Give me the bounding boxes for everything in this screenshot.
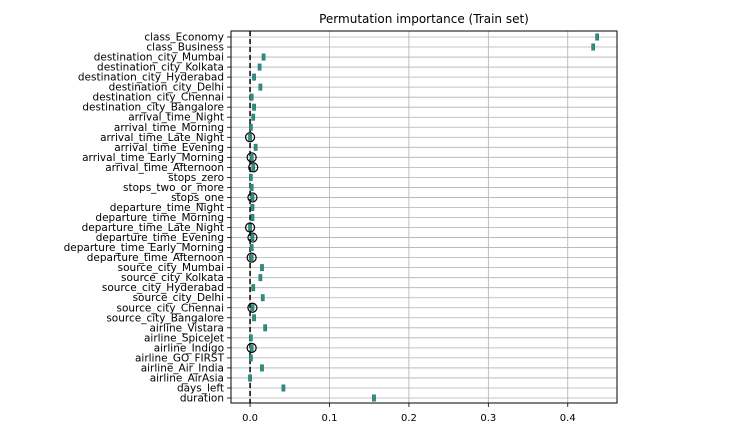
y-tick-label: source_city_Chennai <box>117 302 225 314</box>
box-source_city_Chennai <box>250 304 255 312</box>
box-source_city_Bangalore <box>252 314 256 322</box>
box-marks <box>244 33 599 402</box>
box-days_left <box>281 384 286 392</box>
y-tick-label: arrival_time_Night <box>128 112 224 124</box>
outlier-departure_time_Late_Night <box>244 222 256 233</box>
y-tick-label: destination_city_Hyderabad <box>78 72 224 84</box>
y-tick-label: departure_time_Afternoon <box>87 252 224 264</box>
y-tick-label: stops_zero <box>168 172 224 184</box>
box-class_Economy <box>595 33 599 41</box>
box-stops_zero <box>249 173 253 181</box>
outlier-departure_time_Evening <box>247 232 258 243</box>
y-tick-label: days_left <box>177 382 224 394</box>
outlier-stops_one <box>247 192 258 203</box>
y-tick-label: airline_GO_FIRST <box>135 352 225 364</box>
outlier-arrival_time_Late_Night <box>244 132 256 143</box>
box-source_city_Mumbai <box>260 264 264 272</box>
box-departure_time_Early_Morning <box>249 244 254 252</box>
box-airline_GO_FIRST <box>249 354 253 362</box>
y-tick-label: departure_time_Morning <box>95 212 224 224</box>
y-tick-label: source_city_Kolkata <box>121 272 224 284</box>
gridlines <box>231 31 617 403</box>
y-tick-label: departure_time_Evening <box>96 232 224 244</box>
box-destination_city_Kolkata <box>257 63 262 71</box>
box-arrival_time_Early_Morning <box>249 153 254 161</box>
y-tick-label: arrival_time_Evening <box>114 142 224 154</box>
box-class_Business <box>591 43 596 51</box>
box-arrival_time_Evening <box>253 143 258 151</box>
y-tick-label: destination_city_Chennai <box>93 92 224 104</box>
y-tick-label: destination_city_Delhi <box>109 82 224 94</box>
box-airline_SpiceJet <box>249 334 253 342</box>
y-tick-label: airline_Vistara <box>149 322 224 334</box>
y-tick-label: source_city_Mumbai <box>118 262 224 274</box>
plot-frame <box>230 30 618 404</box>
box-departure_time_Late_Night <box>248 224 252 231</box>
box-source_city_Delhi <box>260 294 265 302</box>
y-tick-label: source_city_Delhi <box>133 292 224 304</box>
chart-title: Permutation importance (Train set) <box>319 12 529 26</box>
box-airline_Air_India <box>260 364 264 372</box>
y-tick-label: stops_one <box>171 192 224 204</box>
y-tick-label: stops_two_or_more <box>123 182 224 194</box>
box-source_city_Hyderabad <box>251 284 256 292</box>
y-tick-label: airline_AirAsia <box>150 372 224 384</box>
y-tick-label: airline_SpiceJet <box>144 332 224 344</box>
x-tick-label: 0.4 <box>560 413 576 424</box>
box-arrival_time_Afternoon <box>251 163 256 171</box>
outlier-arrival_time_Early_Morning <box>246 152 257 163</box>
y-tick-label: airline_Indigo <box>154 342 224 354</box>
y-tick-label: source_city_Hyderabad <box>102 282 224 294</box>
y-tick-label: arrival_time_Late_Night <box>100 132 224 144</box>
outlier-departure_time_Afternoon <box>246 252 257 263</box>
x-tick-label: 0.0 <box>242 413 258 424</box>
box-departure_time_Evening <box>250 234 255 242</box>
box-airline_Vistara <box>263 324 268 332</box>
y-tick-label: arrival_time_Afternoon <box>105 162 224 174</box>
box-stops_two_or_more <box>249 183 254 191</box>
box-airline_AirAsia <box>248 374 252 382</box>
y-tick-label: destination_city_Mumbai <box>94 52 224 64</box>
box-airline_Indigo <box>249 344 254 352</box>
y-tick-label: class_Business <box>146 42 224 54</box>
y-tick-label: departure_time_Late_Night <box>82 222 224 234</box>
y-tick-label: destination_city_Bangalore <box>82 102 224 114</box>
box-arrival_time_Late_Night <box>248 133 252 141</box>
box-destination_city_Hyderabad <box>252 73 256 81</box>
outlier-source_city_Chennai <box>247 302 258 313</box>
y-tick-label: arrival_time_Early_Morning <box>82 152 224 164</box>
box-departure_time_Afternoon <box>249 254 254 262</box>
outlier-airline_Indigo <box>246 342 257 353</box>
y-tick-label: class_Economy <box>144 32 224 44</box>
box-source_city_Kolkata <box>258 274 263 282</box>
y-tick-label: duration <box>180 393 224 405</box>
plot-area <box>231 31 617 403</box>
y-tick-label: arrival_time_Morning <box>114 122 224 134</box>
box-destination_city_Delhi <box>258 83 263 91</box>
box-destination_city_Chennai <box>249 93 254 101</box>
y-tick-label: departure_time_Early_Morning <box>64 242 224 254</box>
x-tick-labels: 0.0 0.1 0.2 0.3 0.4 <box>242 403 576 424</box>
y-tick-labels: class_Economyclass_Businessdestination_c… <box>64 32 231 405</box>
x-tick-label: 0.1 <box>322 413 338 424</box>
box-duration <box>372 394 376 402</box>
y-tick-label: airline_Air_India <box>141 362 224 374</box>
box-departure_time_Morning <box>250 214 255 221</box>
box-departure_time_Night <box>250 204 255 211</box>
x-tick-label: 0.2 <box>401 413 417 424</box>
x-tick-label: 0.3 <box>480 413 496 424</box>
y-tick-label: departure_time_Night <box>110 202 224 214</box>
box-arrival_time_Morning <box>249 123 253 131</box>
outlier-arrival_time_Afternoon <box>248 162 259 173</box>
box-stops_one <box>250 193 255 201</box>
y-tick-label: source_city_Bangalore <box>106 312 224 324</box>
box-arrival_time_Night <box>251 113 256 121</box>
y-tick-label: destination_city_Kolkata <box>97 62 224 74</box>
box-destination_city_Mumbai <box>261 53 266 61</box>
box-destination_city_Bangalore <box>252 103 256 111</box>
